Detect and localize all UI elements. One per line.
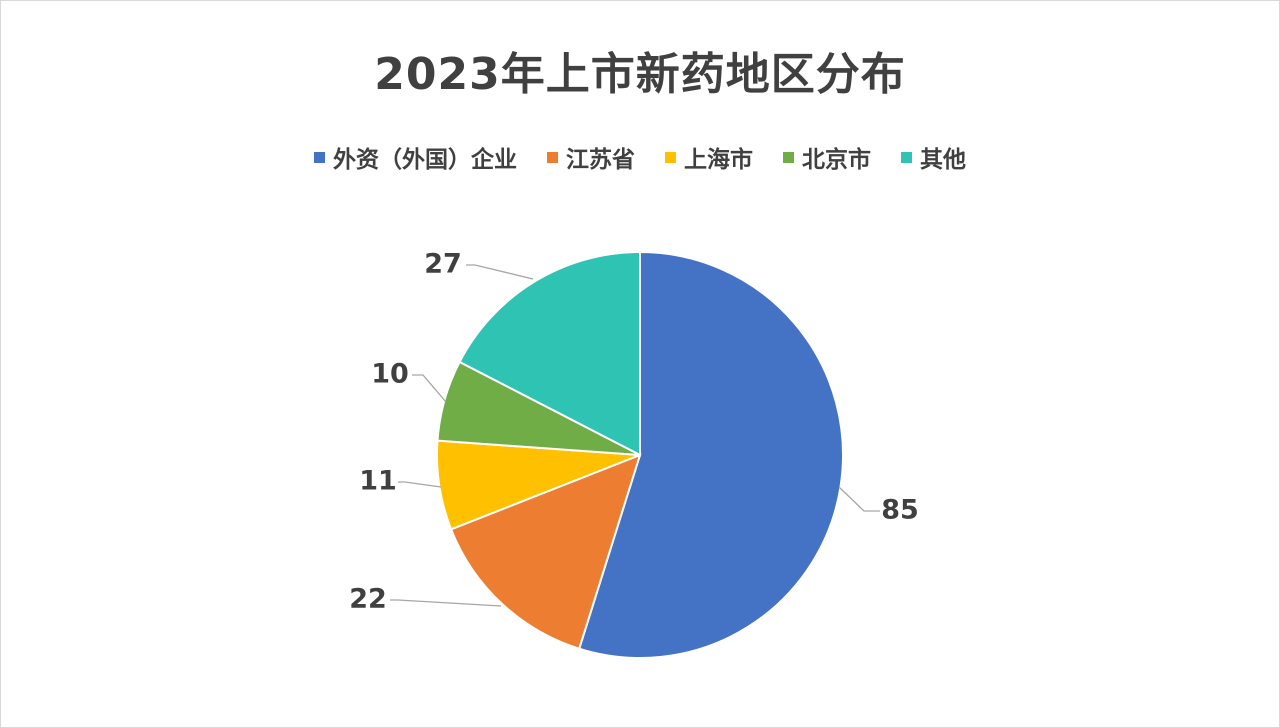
legend-item-foreign: 外资（外国）企业 xyxy=(314,140,517,174)
legend-swatch-foreign xyxy=(314,151,325,163)
legend: 外资（外国）企业 江苏省 上海市 北京市 其他 xyxy=(0,140,1280,174)
leader-line-shanghai xyxy=(398,481,442,488)
data-label-foreign: 85 xyxy=(881,495,919,526)
legend-item-beijing: 北京市 xyxy=(783,140,871,174)
pie-slices xyxy=(436,250,844,659)
legend-label-jiangsu: 江苏省 xyxy=(566,147,635,173)
leader-line-beijing xyxy=(412,374,447,403)
data-label-shanghai: 11 xyxy=(359,466,397,497)
leader-line-other xyxy=(466,264,534,280)
legend-swatch-shanghai xyxy=(665,151,676,163)
legend-label-shanghai: 上海市 xyxy=(684,147,753,173)
legend-label-beijing: 北京市 xyxy=(802,147,871,173)
legend-item-other: 其他 xyxy=(901,140,966,174)
pie-slice-other xyxy=(458,250,641,457)
pie-slice-foreign xyxy=(577,250,844,659)
pie-slice-jiangsu xyxy=(449,453,642,650)
data-label-beijing: 10 xyxy=(371,359,409,390)
data-label-jiangsu: 22 xyxy=(349,584,387,615)
legend-label-foreign: 外资（外国）企业 xyxy=(333,147,517,173)
legend-swatch-other xyxy=(901,151,912,163)
data-label-other: 27 xyxy=(424,249,462,280)
legend-swatch-beijing xyxy=(783,151,794,163)
leader-line-jiangsu xyxy=(390,599,502,607)
legend-item-shanghai: 上海市 xyxy=(665,140,753,174)
leader-line-foreign xyxy=(838,486,880,512)
data-labels: 85 22 11 10 27 xyxy=(349,249,919,615)
leader-lines xyxy=(390,264,880,607)
legend-swatch-jiangsu xyxy=(547,151,558,163)
legend-label-other: 其他 xyxy=(920,147,966,173)
legend-item-jiangsu: 江苏省 xyxy=(547,140,635,174)
chart-title: 2023年上市新药地区分布 xyxy=(374,49,906,100)
